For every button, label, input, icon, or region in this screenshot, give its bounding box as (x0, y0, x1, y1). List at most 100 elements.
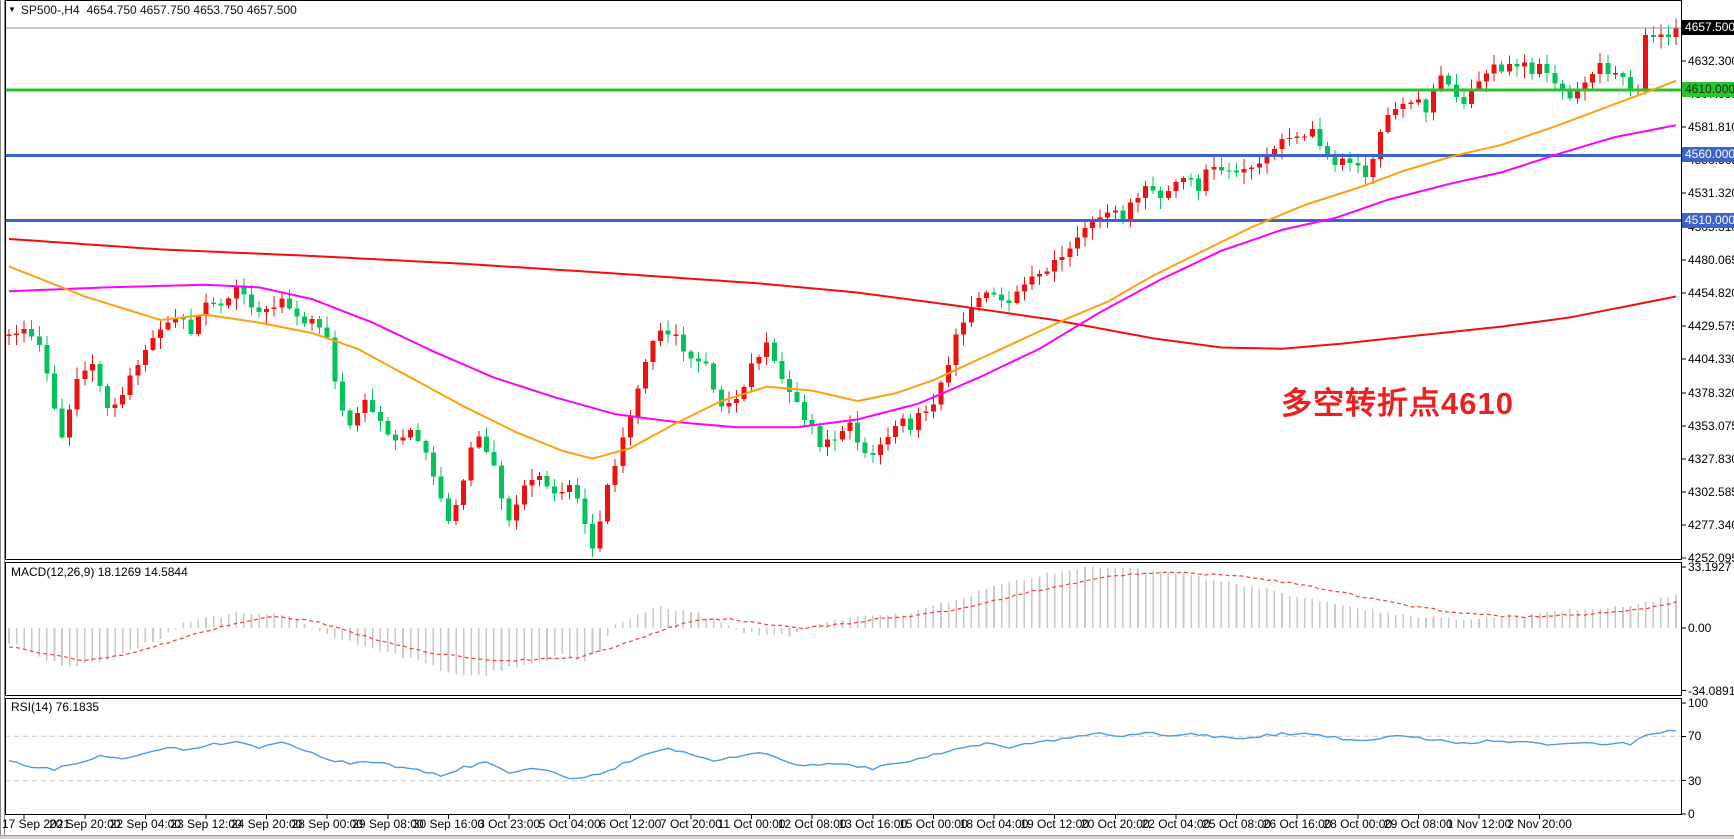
candle (1021, 284, 1027, 292)
candle (294, 308, 300, 317)
candle (112, 404, 118, 408)
candle (499, 465, 505, 499)
candle (552, 486, 558, 494)
candle (885, 436, 891, 445)
macd-axis-label: 33.1927 (1688, 560, 1732, 575)
price-tag-4610: 4610.000 (1682, 81, 1734, 97)
candle (430, 452, 436, 477)
candle (968, 306, 974, 323)
price-axis-label: 4454.820 (1688, 285, 1734, 300)
candle (627, 416, 633, 438)
symbol-ohlc-header: ▼ SP500-,H4 4654.750 4657.750 4653.750 465… (8, 3, 297, 17)
candle (1294, 136, 1300, 139)
candle (1438, 75, 1444, 90)
time-axis-label: 28 Sep 00:00 (291, 817, 363, 831)
candle (1150, 186, 1156, 191)
rsi-axis-label: 0 (1688, 807, 1695, 821)
candle (802, 401, 808, 420)
candle (817, 426, 823, 448)
candle (1014, 291, 1020, 303)
candle (150, 337, 156, 350)
candle (180, 318, 186, 320)
candle (1673, 27, 1679, 38)
current-price-tag: 4657.500 (1682, 19, 1734, 35)
rsi-line (8, 729, 1677, 780)
candle (1127, 202, 1133, 222)
candle (1612, 72, 1618, 75)
candle (1317, 128, 1323, 147)
time-axis-label: 30 Sep 16:00 (412, 817, 485, 831)
candle (158, 329, 164, 338)
candle (544, 476, 550, 487)
candle (1165, 191, 1171, 199)
time-axis-label: 3 Oct 23:00 (478, 817, 541, 831)
candle (1476, 81, 1482, 90)
candle (74, 378, 80, 410)
candle (1226, 170, 1232, 172)
window-frame-left-inner (4, 0, 5, 839)
candle (1385, 115, 1391, 132)
candle (476, 436, 482, 448)
macd-panel-border[interactable] (5, 562, 1682, 696)
candle (51, 373, 57, 409)
candle (877, 444, 883, 455)
candle (1082, 227, 1088, 238)
candle (506, 498, 512, 521)
candle (870, 453, 876, 455)
candle (529, 479, 535, 486)
annotation-text[interactable]: 多空转折点4610 (1281, 386, 1514, 421)
candle (1052, 259, 1058, 272)
candle (6, 334, 12, 337)
time-axis-label: 22 Sep 04:00 (109, 817, 182, 831)
candle (1241, 168, 1247, 173)
candle (14, 333, 20, 335)
candle (195, 316, 201, 334)
candle (855, 422, 861, 443)
candle (703, 361, 709, 364)
price-tag-4510: 4510.000 (1682, 212, 1734, 228)
candle (461, 480, 467, 506)
candle (567, 484, 573, 493)
candle (165, 322, 171, 330)
time-axis-label: 22 Oct 04:00 (1141, 817, 1211, 831)
candle (248, 294, 254, 308)
candle (1567, 90, 1573, 99)
candle (1400, 104, 1406, 110)
candle (264, 308, 270, 312)
main-chart-panel-border[interactable] (5, 0, 1682, 560)
candle (620, 437, 626, 466)
rsi-panel-border[interactable] (5, 698, 1682, 815)
candle (688, 351, 694, 359)
candle (658, 330, 664, 342)
candle (59, 408, 65, 438)
time-axis-label: 26 Oct 16:00 (1262, 817, 1332, 831)
candle (605, 484, 611, 522)
candle (1059, 257, 1065, 260)
candle (97, 364, 103, 387)
candle (1340, 158, 1346, 166)
time-axis-label: 28 Oct 00:00 (1323, 817, 1393, 831)
candle (21, 328, 27, 334)
candle (1514, 63, 1520, 67)
candle (1135, 197, 1141, 203)
candle (1218, 166, 1224, 171)
candle (29, 328, 35, 337)
candle (370, 400, 376, 412)
candle (82, 370, 88, 379)
candle (339, 381, 345, 411)
collapse-icon[interactable]: ▼ (8, 5, 16, 14)
rsi-indicator-label: RSI(14) 76.1835 (11, 700, 100, 714)
candle (1658, 34, 1664, 37)
candle (650, 341, 656, 362)
time-axis-label: 29 Oct 08:00 (1384, 817, 1453, 831)
candle (1180, 178, 1186, 182)
candle (900, 418, 906, 426)
candle (362, 400, 368, 413)
rsi-axis-label: 100 (1688, 696, 1709, 710)
time-axis-label: 19 Oct 12:00 (1020, 817, 1090, 831)
candle (1029, 276, 1035, 285)
candle (1271, 149, 1277, 157)
candle (1506, 63, 1512, 72)
